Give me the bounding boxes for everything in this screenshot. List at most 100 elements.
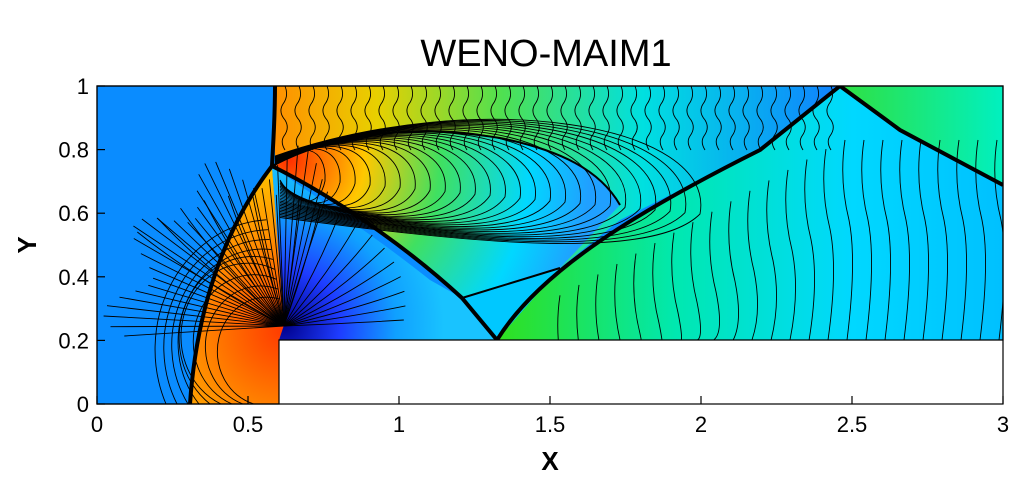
right-region — [497, 86, 1003, 340]
contour-line — [216, 296, 280, 404]
chart-title: WENO-MAIM1 — [420, 33, 671, 75]
contour-line — [350, 86, 358, 151]
contour-line — [283, 151, 288, 327]
contour-line — [198, 174, 285, 327]
contour-line — [434, 86, 442, 151]
contour-line — [420, 86, 428, 151]
bow-shock — [188, 164, 274, 404]
contour-line — [283, 247, 385, 327]
contour-line — [140, 253, 285, 327]
contour-line — [180, 262, 275, 404]
contour-line — [274, 121, 672, 241]
contour-line — [196, 190, 285, 327]
contour-line — [574, 86, 582, 151]
y-tick-label: 1 — [77, 74, 89, 99]
contour-line — [700, 86, 708, 151]
contour-line — [156, 217, 285, 327]
contour-line — [812, 86, 820, 151]
contour-line — [192, 274, 277, 404]
forward-step — [279, 340, 1003, 404]
contour-line — [274, 133, 521, 224]
contour-line — [149, 267, 285, 327]
contour-line — [994, 139, 1003, 341]
contour-line — [804, 159, 816, 341]
contour-line — [861, 139, 873, 341]
contour-line — [274, 125, 627, 236]
contour-line — [106, 305, 285, 327]
contour-line — [630, 86, 638, 151]
contour-line — [283, 276, 401, 327]
y-tick-label: 0.4 — [58, 265, 89, 290]
contour-line — [283, 222, 358, 327]
contour-line — [283, 145, 299, 327]
contour-line — [135, 290, 285, 327]
x-tick-label: 1 — [393, 412, 405, 437]
contour-line — [152, 277, 285, 327]
contour-line — [228, 168, 285, 327]
contour-line — [283, 234, 373, 327]
contour-line — [560, 86, 568, 151]
contour-line — [148, 284, 285, 327]
x-tick-label: 2.5 — [837, 412, 868, 437]
mach-stem — [270, 86, 277, 167]
pre-shock-region — [97, 86, 275, 404]
top-reflected-shock — [838, 86, 1003, 187]
post-shock-region — [190, 166, 284, 404]
contour-line — [194, 218, 285, 327]
contour-line — [268, 179, 285, 327]
contour-line — [124, 325, 285, 337]
contour-line — [823, 148, 835, 341]
contour-line — [274, 128, 581, 231]
contour-line — [616, 86, 624, 151]
contour-lines — [103, 86, 1003, 404]
y-tick-label: 0.8 — [58, 138, 89, 163]
lens-region — [272, 131, 620, 298]
contour-line — [308, 86, 316, 151]
contour-line — [785, 169, 796, 341]
x-tick-label: 2 — [695, 412, 707, 437]
contour-line — [274, 142, 416, 212]
contour-line — [378, 86, 386, 151]
y-tick-label: 0.6 — [58, 201, 89, 226]
contour-line — [518, 86, 526, 151]
contour-line — [274, 123, 642, 238]
shock-lines — [188, 86, 1003, 404]
contour-line — [714, 86, 722, 151]
contour-line — [137, 231, 285, 327]
x-tick-label: 0 — [91, 412, 103, 437]
top-right-region — [840, 86, 1003, 185]
contour-line — [784, 86, 792, 151]
contour-line — [476, 86, 484, 151]
contour-line — [392, 86, 400, 151]
contour-line — [728, 86, 736, 151]
contour-line — [275, 194, 285, 327]
contour-line — [975, 139, 987, 341]
contour-line — [826, 86, 834, 151]
contour-line — [252, 193, 285, 327]
contour-line — [283, 319, 404, 327]
density-field — [97, 86, 1003, 404]
contour-line — [709, 211, 720, 341]
contour-line — [532, 86, 540, 151]
contour-line — [364, 86, 372, 151]
contour-line — [406, 86, 414, 151]
y-tick-label: 0.2 — [58, 328, 89, 353]
contour-line — [283, 290, 405, 327]
contour-line — [274, 127, 596, 233]
contour-line — [274, 126, 612, 234]
contour-line — [956, 139, 968, 341]
contour-line — [546, 86, 554, 151]
contour-line — [110, 325, 285, 328]
x-tick-label: 1.5 — [535, 412, 566, 437]
y-axis: 0 0.2 0.4 0.6 0.8 1 — [58, 74, 105, 417]
contour-line — [686, 86, 694, 151]
contour-line — [283, 305, 406, 327]
contour-line — [274, 134, 506, 222]
x-tick-label: 0.5 — [233, 412, 264, 437]
contour-line — [728, 201, 739, 341]
contour-line — [133, 225, 285, 327]
contour-line — [274, 141, 431, 214]
contour-line — [742, 86, 750, 151]
contour-line — [756, 86, 764, 151]
